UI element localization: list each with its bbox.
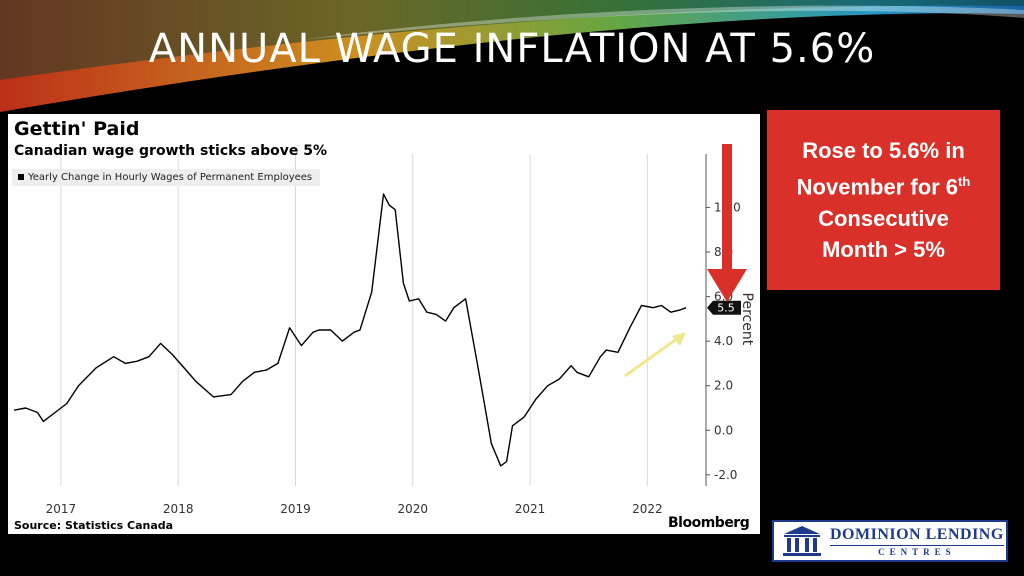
- building-columns-icon: [783, 526, 821, 556]
- callout-line-2: November for 6th: [796, 174, 971, 200]
- bloomberg-brand: Bloomberg: [668, 515, 750, 531]
- chart-title: Gettin' Paid: [14, 118, 140, 140]
- header-swoosh: [0, 0, 1024, 112]
- dominion-lending-logo: DOMINION LENDING CENTRES: [772, 520, 1008, 562]
- y-axis-label: Percent: [739, 293, 755, 346]
- callout-line-1: Rose to 5.6% in: [802, 138, 965, 164]
- yellow-arrow-head: [672, 332, 686, 346]
- yellow-arrow-shaft: [624, 336, 679, 378]
- x-tick-label: 2021: [515, 502, 546, 516]
- callout-line-4: Month > 5%: [822, 236, 945, 262]
- legend-swatch: [18, 174, 24, 180]
- x-tick-label: 2017: [46, 502, 77, 516]
- y-tick-label: -2.0: [714, 468, 737, 482]
- chart-source: Source: Statistics Canada: [14, 519, 174, 532]
- callout-box: Rose to 5.6% in November for 6th Consecu…: [767, 110, 1000, 290]
- x-tick-label: 2020: [398, 502, 429, 516]
- legend-label: Yearly Change in Hourly Wages of Permane…: [28, 172, 313, 183]
- red-arrow-head: [707, 269, 747, 302]
- chart-subtitle: Canadian wage growth sticks above 5%: [14, 143, 328, 159]
- red-arrow-shaft: [722, 144, 732, 274]
- logo-line-1: DOMINION LENDING: [830, 525, 1004, 543]
- y-tick-label: 2.0: [714, 379, 733, 393]
- series-line-wages: [13, 193, 687, 467]
- chart-panel: 2017 2018 2019 2020 2021 2022 -2.0 0.0 2.0 4.0 6.0…: [8, 114, 760, 534]
- last-value-label: 5.5: [717, 302, 735, 315]
- x-tick-label: 2018: [163, 502, 194, 516]
- wage-growth-chart: 2017 2018 2019 2020 2021 2022-2.00.02.04.06.0…: [13, 144, 755, 516]
- x-tick-label: 2019: [280, 502, 311, 516]
- slide-title: ANNUAL WAGE INFLATION AT 5.6%: [148, 26, 876, 72]
- y-tick-label: 0.0: [714, 423, 733, 437]
- chart-legend: Yearly Change in Hourly Wages of Permane…: [12, 169, 321, 186]
- x-tick-label: 2022: [632, 502, 663, 516]
- y-tick-label: 4.0: [714, 334, 733, 348]
- callout-line-3: Consecutive: [818, 205, 949, 231]
- logo-line-2: CENTRES: [830, 544, 1004, 557]
- last-value-tag: [707, 300, 741, 315]
